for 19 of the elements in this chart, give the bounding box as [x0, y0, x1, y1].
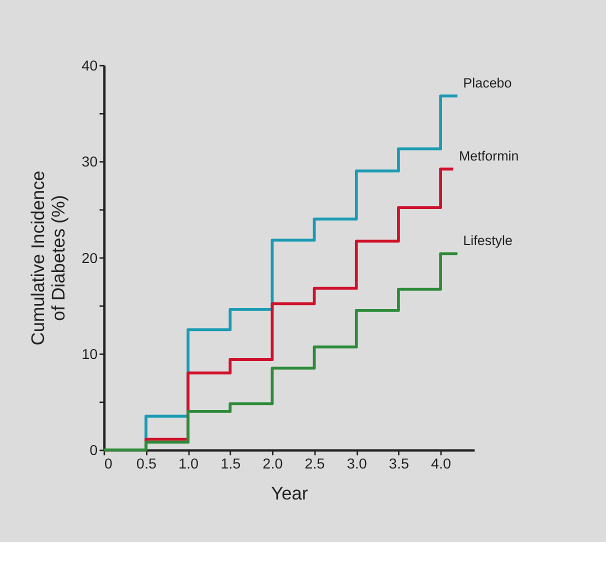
y-tick-label: 0: [90, 443, 98, 460]
series-label: Lifestyle: [463, 233, 513, 248]
series-label: Metformin: [458, 148, 519, 164]
x-tick-label: 1.5: [220, 456, 241, 473]
series-label: Placebo: [463, 75, 512, 90]
y-tick-label: 20: [82, 250, 98, 267]
y-tick-label: 10: [82, 347, 98, 364]
x-axis-title: Year: [271, 482, 308, 504]
x-tick-label: 0.5: [136, 456, 156, 473]
y-tick-label: 30: [82, 154, 98, 171]
x-tick-label: 4.0: [431, 456, 452, 473]
x-tick-label: 3.0: [346, 456, 367, 473]
x-tick-label: 2.5: [304, 456, 325, 473]
x-tick-label: 1.0: [178, 456, 199, 473]
y-axis-title: Cumulative Incidence of Diabetes (%): [27, 170, 68, 346]
x-tick-label: 2.0: [262, 456, 283, 473]
y-tick-label: 40: [82, 58, 98, 74]
x-tick-label: 3.5: [388, 456, 409, 473]
x-tick-label: 0: [104, 456, 112, 473]
